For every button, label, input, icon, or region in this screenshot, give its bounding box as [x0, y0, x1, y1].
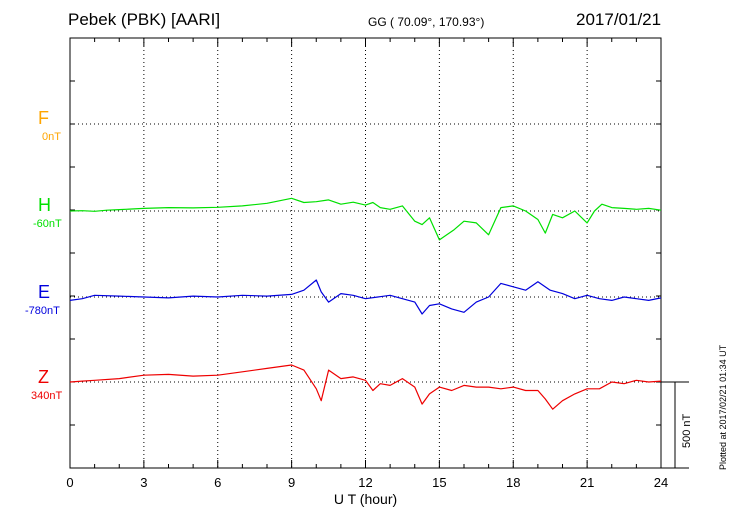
channel-label-z: Z — [38, 367, 49, 387]
station-title: Pebek (PBK) [AARI] — [68, 10, 221, 29]
channel-label-h: H — [38, 195, 51, 215]
channel-label-e: E — [38, 282, 51, 302]
station-coordinates: GG ( 70.09°, 170.93°) — [368, 15, 485, 29]
x-tick-label: 15 — [432, 475, 446, 490]
series-line-e — [69, 279, 662, 315]
x-tick-label: 9 — [288, 475, 295, 490]
x-tick-label: 12 — [358, 475, 372, 490]
channel-label-f: F — [38, 108, 49, 128]
plotted-timestamp: Plotted at 2017/02/21 01:34 UT — [718, 344, 728, 470]
series-line-z — [69, 364, 662, 410]
x-tick-label: 6 — [214, 475, 221, 490]
x-tick-label: 21 — [580, 475, 594, 490]
x-tick-label: 0 — [66, 475, 73, 490]
x-tick-label: 18 — [506, 475, 520, 490]
baseline-label-f: 0nT — [42, 131, 61, 143]
x-axis-title: U T (hour) — [334, 491, 397, 507]
series-line-h — [69, 197, 662, 241]
scale-bar-label: 500 nT — [681, 413, 693, 448]
baseline-label-h: -60nT — [33, 218, 62, 230]
x-tick-label: 24 — [654, 475, 668, 490]
baseline-label-z: 340nT — [31, 390, 63, 402]
baseline-label-e: -780nT — [25, 305, 60, 317]
x-tick-label: 3 — [140, 475, 147, 490]
plot-date: 2017/01/21 — [576, 10, 662, 29]
